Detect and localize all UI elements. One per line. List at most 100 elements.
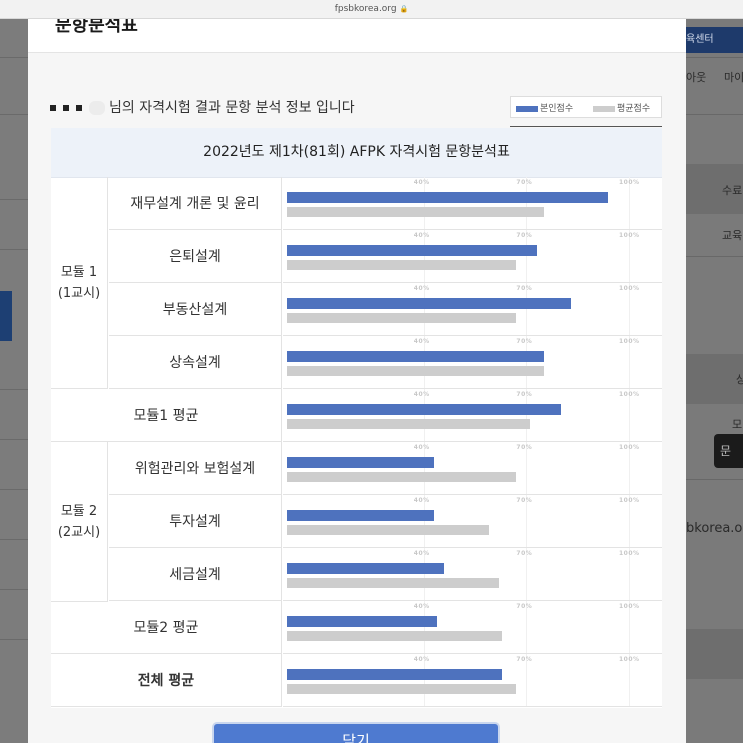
average-score-bar	[287, 207, 544, 217]
info-text: 님의 자격시험 결과 문항 분석 정보 입니다	[109, 100, 355, 116]
url-text: fpsbkorea.org	[334, 4, 397, 14]
my-score-bar	[287, 510, 435, 521]
background-left-column	[0, 19, 28, 743]
subject-label: 부동산설계	[162, 302, 228, 318]
score-chart-row: 40% 70% 100%	[283, 389, 662, 442]
module-2-label: 모듈 2	[60, 503, 98, 519]
browser-url-bar[interactable]: fpsbkorea.org 🔒	[0, 0, 743, 19]
chart-tick-label: 40%	[413, 444, 430, 451]
average-score-bar	[287, 260, 517, 270]
legend-mine: 본인점수	[516, 101, 573, 114]
average-score-bar	[287, 631, 503, 641]
chart-tick-label: 70%	[516, 497, 533, 504]
chart-tick-label: 40%	[413, 179, 430, 186]
average-label-cell: 모듈1 평균	[51, 389, 282, 442]
chart-tick-label: 70%	[516, 179, 533, 186]
average-label-cell: 모듈2 평균	[51, 601, 282, 654]
chart-tick-label: 40%	[413, 550, 430, 557]
score-chart-row: 40% 70% 100%	[283, 336, 662, 389]
score-chart-row: 40% 70% 100%	[283, 654, 662, 707]
chart-gridline	[526, 601, 528, 653]
average-score-bar	[287, 472, 517, 482]
chart-tick-label: 70%	[516, 391, 533, 398]
module-1-cell: 모듈 1 (1교시)	[51, 177, 108, 389]
background-divider	[0, 199, 28, 200]
average-score-bar	[287, 419, 530, 429]
my-score-bar	[287, 351, 544, 362]
average-label: 모듈1 평균	[133, 408, 199, 424]
background-divider	[686, 57, 743, 58]
chart-tick-label: 40%	[413, 603, 430, 610]
background-nav-button: 육센터	[686, 27, 743, 53]
background-divider	[0, 439, 28, 440]
subject-label-cell: 은퇴설계	[109, 230, 282, 283]
my-score-bar	[287, 669, 503, 680]
chart-gridline	[629, 548, 630, 600]
subject-label: 재무설계 개론 및 윤리	[130, 196, 260, 212]
background-domain-text: bkorea.o	[686, 521, 743, 536]
chart-tick-label: 100%	[619, 391, 640, 398]
chart-gridline	[629, 442, 630, 494]
chart-gridline	[629, 654, 630, 706]
chart-gridline	[423, 336, 425, 388]
score-chart-row: 40% 70% 100%	[283, 442, 662, 495]
chart-gridline	[423, 230, 425, 282]
background-band	[686, 629, 743, 679]
legend-avg: 평균점수	[593, 101, 650, 114]
chart-gridline	[629, 230, 630, 282]
average-label-cell: 전체 평균	[51, 654, 282, 707]
chart-tick-label: 70%	[516, 550, 533, 557]
chart-tick-label: 70%	[516, 232, 533, 239]
score-chart-row: 40% 70% 100%	[283, 283, 662, 336]
module-2-cell: 모듈 2 (2교시)	[51, 442, 108, 602]
result-table: 2022년도 제1차(81회) AFPK 자격시험 문항분석표 모듈 1 (1교…	[51, 128, 662, 708]
background-right-column: 육센터 아웃 마이 수료 교육 상 모 문 bkorea.o	[686, 19, 743, 743]
subject-label: 상속설계	[169, 355, 221, 371]
chart-tick-label: 100%	[619, 232, 640, 239]
chart-tick-label: 40%	[413, 497, 430, 504]
subject-label-cell: 위험관리와 보험설계	[109, 442, 282, 495]
chart-tick-label: 40%	[413, 285, 430, 292]
score-chart-row: 40% 70% 100%	[283, 601, 662, 654]
chart-tick-label: 100%	[619, 550, 640, 557]
background-col-1: 수료	[722, 184, 743, 197]
chart-tick-label: 100%	[619, 338, 640, 345]
chart-tick-label: 70%	[516, 603, 533, 610]
average-score-bar	[287, 525, 489, 535]
bullet-square-icon	[76, 105, 82, 111]
chart-gridline	[526, 442, 528, 494]
my-score-bar	[287, 616, 438, 627]
module-1-period: (1교시)	[57, 285, 101, 301]
background-divider	[686, 114, 743, 115]
chart-tick-label: 100%	[619, 656, 640, 663]
modal-title: 문항분석표	[55, 19, 138, 36]
subject-label-cell: 재무설계 개론 및 윤리	[109, 177, 282, 230]
average-score-bar	[287, 578, 500, 588]
close-button[interactable]: 닫기	[212, 722, 500, 743]
info-line: 님의 자격시험 결과 문항 분석 정보 입니다	[50, 97, 355, 117]
subject-label-cell: 투자설계	[109, 495, 282, 548]
chart-gridline	[526, 548, 528, 600]
redacted-name	[89, 101, 105, 115]
chart-tick-label: 40%	[413, 338, 430, 345]
legend-avg-label: 평균점수	[617, 104, 651, 114]
score-chart-row: 40% 70% 100%	[283, 495, 662, 548]
chart-gridline	[423, 601, 425, 653]
lock-icon: 🔒	[399, 5, 409, 13]
subject-label-cell: 세금설계	[109, 548, 282, 601]
average-score-bar	[287, 313, 517, 323]
module-1-label: 모듈 1	[60, 264, 98, 280]
background-menu-1: 아웃	[686, 71, 707, 84]
background-band	[686, 164, 743, 214]
background-divider	[0, 539, 28, 540]
background-divider	[0, 249, 28, 250]
background-dark-button: 문	[714, 434, 743, 468]
chart-tick-label: 100%	[619, 497, 640, 504]
average-score-bar	[287, 366, 544, 376]
chart-tick-label: 100%	[619, 179, 640, 186]
chart-gridline	[629, 389, 630, 441]
chart-tick-label: 40%	[413, 232, 430, 239]
chart-gridline	[526, 389, 528, 441]
subject-label: 세금설계	[169, 567, 221, 583]
chart-gridline	[423, 548, 425, 600]
